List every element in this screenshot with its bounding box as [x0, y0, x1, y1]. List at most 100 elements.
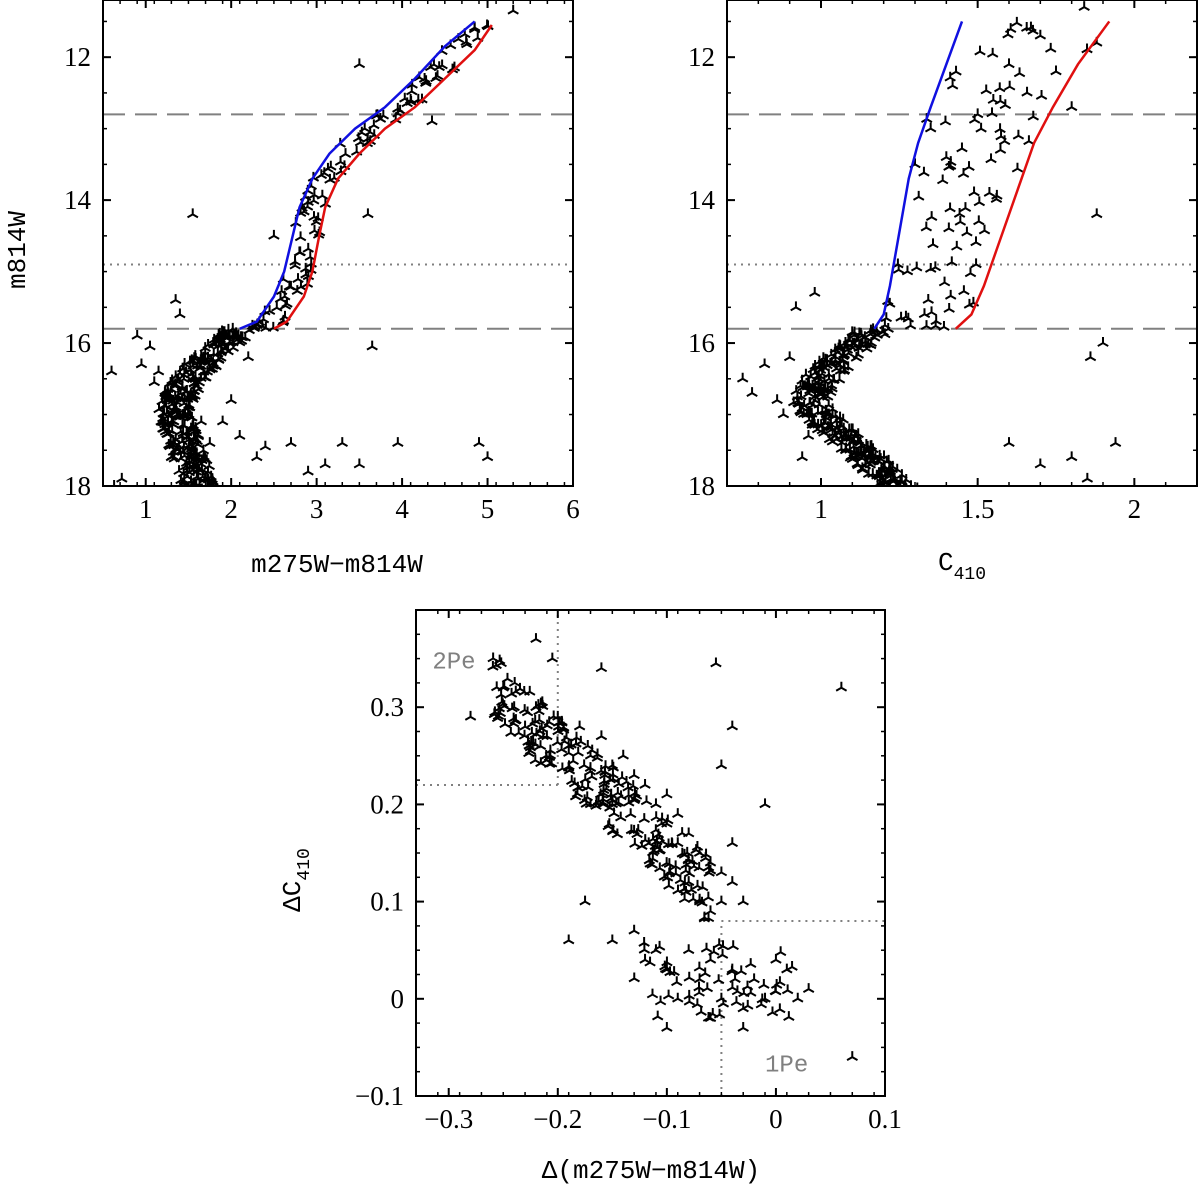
panel-b-star: [822, 399, 835, 410]
panel-b-star: [924, 263, 937, 273]
panel-c-star: [582, 739, 594, 750]
panel-c-star: [629, 838, 641, 848]
panel-c-star: [523, 739, 535, 750]
panel-a-star: [116, 472, 128, 483]
panel-b-star: [994, 144, 1007, 154]
annotation-1pe: 1Pe: [765, 1053, 808, 1080]
panel-c-star: [628, 769, 640, 780]
panel-c-star: [702, 891, 715, 902]
panel-b-star: [852, 434, 865, 445]
panel-b-star: [944, 71, 956, 82]
panel-c-star: [766, 1006, 779, 1017]
panel-a-star: [239, 331, 251, 342]
panel-a-star: [302, 242, 314, 253]
panel-a-star: [197, 444, 210, 455]
panel-b-star: [809, 287, 821, 297]
panel-b-star: [973, 215, 985, 226]
panel-c-star: [683, 995, 696, 1006]
panel-b-xtick-label: 1.5: [961, 494, 995, 524]
panel-c-star: [624, 808, 637, 819]
panel-a-star: [259, 440, 272, 451]
panel-a-xlabel: m275W−m814W: [251, 550, 423, 580]
panel-c-star: [774, 946, 787, 957]
panel-a-star: [166, 374, 178, 385]
panel-c-star: [552, 710, 564, 721]
panel-a-star: [366, 340, 378, 351]
panel-b-star: [994, 123, 1006, 134]
panel-b-star: [946, 256, 958, 267]
panel-c-star: [661, 963, 673, 974]
panel-c-star: [691, 998, 704, 1009]
panel-c-star: [682, 827, 695, 838]
panel-b-star: [999, 99, 1012, 110]
panel-b-xtick-label: 1: [814, 494, 828, 524]
panel-a-star: [368, 119, 380, 130]
panel-a-star: [157, 422, 169, 433]
panel-b-plot-area: [736, 1, 1122, 486]
panel-c-star: [546, 652, 559, 663]
panel-b-star: [951, 240, 963, 251]
panel-c-star: [595, 662, 608, 673]
panel-a-star: [292, 273, 304, 284]
panel-b-star: [802, 429, 815, 440]
panel-a-red-fiducial: [273, 24, 493, 330]
panel-b-star: [922, 294, 934, 304]
panel-c-star: [566, 775, 578, 785]
panel-b-star: [938, 276, 951, 287]
panel-c-star: [759, 992, 771, 1003]
panel-c-star: [700, 942, 713, 953]
panel-a-star: [201, 454, 213, 465]
panel-b-star: [970, 236, 982, 247]
panel-b-ytick-label: 12: [688, 42, 715, 72]
panel-c-star: [744, 958, 757, 969]
panel-b-star: [1003, 437, 1015, 447]
panel-c-star: [704, 864, 717, 875]
panel-b-star: [986, 47, 999, 58]
panel-b-star: [758, 358, 771, 369]
panel-c-star: [654, 995, 667, 1006]
panel-c-star: [650, 798, 662, 809]
panel-a-star: [336, 437, 348, 447]
panel-c-star: [658, 870, 671, 881]
panel-c-star: [628, 972, 640, 983]
panel-a-star: [186, 420, 199, 431]
panel-b-blue-fiducial: [873, 21, 964, 330]
panel-delta-delta: −0.3 −0.2 −0.1 0 0.1 −0.1 0 0.1 0.2 0.3 2Pe 1Pe Δ…: [278, 609, 902, 1186]
panel-a-star: [205, 355, 217, 366]
panel-a-star: [212, 483, 215, 486]
panel-b-star: [1045, 42, 1057, 53]
panel-c-star: [529, 714, 541, 725]
panel-c-star: [781, 984, 794, 995]
panel-b-xlabel: C410: [938, 548, 986, 585]
panel-b-star: [924, 122, 937, 133]
panel-c-star: [668, 966, 680, 976]
panel-b-star: [818, 426, 830, 437]
panel-c-star: [792, 992, 804, 1003]
panel-b-star: [823, 408, 835, 419]
panel-c-star: [639, 778, 651, 789]
panel-c-star: [495, 657, 507, 668]
panel-a-star: [507, 4, 519, 15]
panel-c-star: [572, 746, 584, 757]
panel-a-star: [420, 77, 432, 87]
panel-a-star: [152, 365, 165, 376]
panel-c-star: [672, 884, 684, 895]
panel-b-star: [1078, 1, 1090, 12]
panel-b-star: [809, 380, 821, 391]
panel-a-ytick-label: 12: [64, 42, 91, 72]
panel-c-star: [835, 681, 848, 692]
panel-c-star: [704, 1012, 717, 1023]
panel-c-xtick-label: 0.1: [868, 1104, 902, 1134]
panel-c-star: [672, 992, 684, 1003]
panel-a-star: [316, 189, 329, 200]
panel-c-star: [642, 837, 655, 848]
panel-c-star: [683, 971, 695, 982]
panel-c-star: [615, 811, 627, 822]
panel-c-star: [638, 936, 650, 947]
panel-c-star: [682, 944, 695, 955]
panel-a-xtick-label: 2: [224, 494, 238, 524]
panel-c-star: [622, 789, 635, 800]
panel-b-star: [879, 475, 892, 485]
panel-c-star: [783, 1011, 795, 1021]
panel-b-star: [943, 161, 955, 171]
